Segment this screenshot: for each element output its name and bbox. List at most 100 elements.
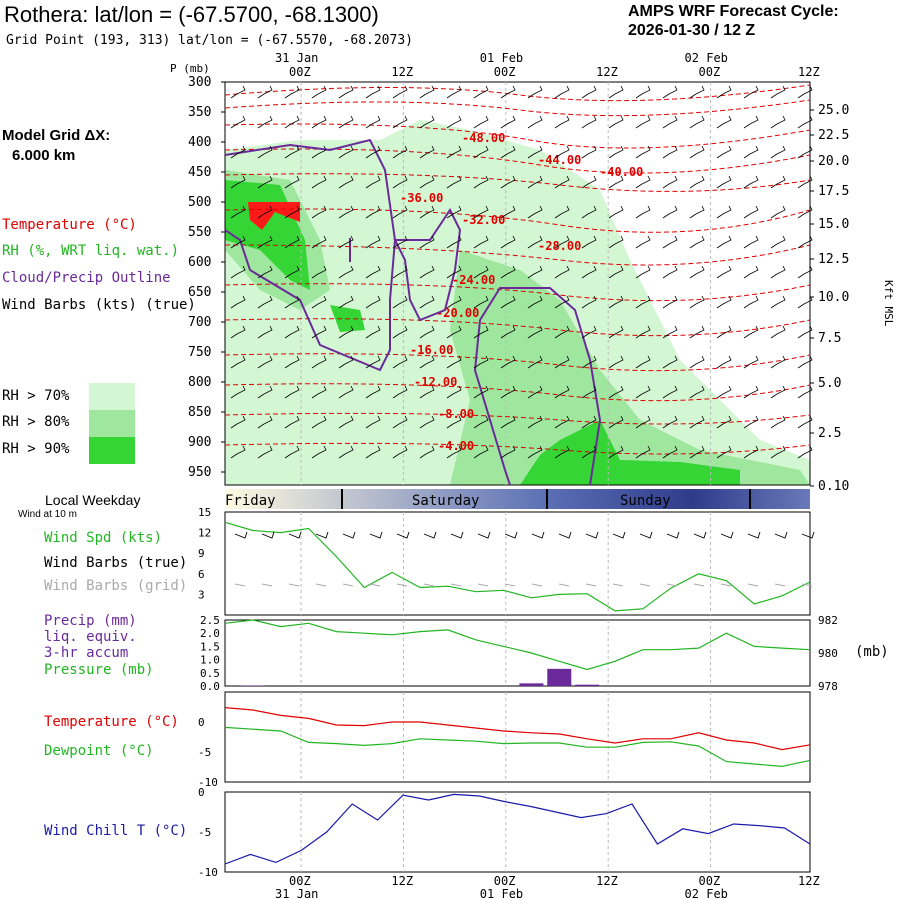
page-title: Rothera: lat/lon = (-67.5700, -68.1300) <box>4 2 379 27</box>
wind-barb <box>311 235 327 249</box>
wind-barb <box>608 145 624 159</box>
wind-barb <box>311 445 327 459</box>
grid-wind-barb <box>369 583 381 587</box>
wind-barb <box>230 205 246 219</box>
wind-barb <box>473 205 489 219</box>
local-weekday-label: Local Weekday <box>45 492 141 508</box>
pressure-tick-label: 550 <box>188 225 211 240</box>
wind-barb <box>446 355 462 369</box>
pressure-tick-label: 350 <box>188 105 211 120</box>
wind-barb <box>392 295 408 309</box>
rh-swatch-80 <box>89 410 135 437</box>
cross-section-frame <box>224 81 811 486</box>
grid-wind-barb <box>315 583 327 587</box>
label-wind-barbs-true: Wind Barbs (true) <box>44 555 188 571</box>
wind-barb <box>689 355 705 369</box>
wind-barb <box>392 445 408 459</box>
top-time-tick-label: 12Z <box>798 65 820 79</box>
height-tick-label: 7.5 <box>818 331 841 346</box>
pressure-tick-label: 700 <box>188 315 211 330</box>
temperature-contour <box>224 442 811 455</box>
pressure-unit-label: (mb) <box>855 644 889 660</box>
grid-wind-barb <box>747 583 759 587</box>
grid-wind-barb <box>774 583 786 587</box>
grid-wind-barb <box>666 583 678 587</box>
surface-wind-barb <box>504 531 518 539</box>
surface-wind-barb <box>558 531 572 539</box>
wind-barb <box>635 385 651 399</box>
surface-wind-barb <box>234 531 248 539</box>
wind-barb <box>743 415 759 429</box>
wind-barb <box>797 145 813 159</box>
pressure-axis-label: P (mb) <box>170 62 210 75</box>
wind-barb <box>257 175 273 189</box>
wind-barb <box>446 415 462 429</box>
wind-barb <box>284 175 300 189</box>
wind-barb <box>689 175 705 189</box>
wind-barb <box>797 205 813 219</box>
temperature-contour <box>224 148 811 174</box>
wind-barb <box>446 385 462 399</box>
wind-barb <box>635 205 651 219</box>
wind-barb <box>527 235 543 249</box>
pressure-tick-label: 600 <box>188 255 211 270</box>
wind-barb <box>500 145 516 159</box>
label-pressure: Pressure (mb) <box>44 662 154 678</box>
wind-barb <box>635 235 651 249</box>
wind-barb <box>392 145 408 159</box>
wind-barb <box>311 265 327 279</box>
wind-barb <box>338 205 354 219</box>
wind-barb <box>392 115 408 129</box>
wind-barb <box>689 295 705 309</box>
wind-barb <box>257 115 273 129</box>
wind-barb <box>230 355 246 369</box>
wind-barb <box>338 325 354 339</box>
wind-barb <box>446 145 462 159</box>
wind-barb <box>473 415 489 429</box>
wind-barb <box>635 295 651 309</box>
wind-barb <box>608 385 624 399</box>
surface-wind-barb <box>639 531 653 539</box>
wind-barb <box>527 355 543 369</box>
wind-barb <box>284 415 300 429</box>
wind-barb <box>446 85 462 99</box>
wind-barb <box>284 355 300 369</box>
wind-barb <box>689 85 705 99</box>
wind-barb <box>662 415 678 429</box>
wind-barb <box>716 355 732 369</box>
pressure-line <box>224 619 811 671</box>
rh-key-90: RH > 90% <box>2 441 70 457</box>
temperature-contour <box>224 244 811 266</box>
wind-barb <box>419 265 435 279</box>
wind-barb <box>338 235 354 249</box>
grid-wind-barb <box>558 583 570 587</box>
wind-barb <box>635 445 651 459</box>
wind-barb <box>689 235 705 249</box>
rh-key-80: RH > 80% <box>2 414 70 430</box>
wind-barb <box>716 145 732 159</box>
wind-barb <box>419 145 435 159</box>
wind-barb <box>365 295 381 309</box>
height-tick-label: 0.10 <box>818 479 849 494</box>
top-time-tick-label: 00Z <box>289 65 311 79</box>
pressure-tick-label: 900 <box>188 435 211 450</box>
grid-wind-barb <box>693 583 705 587</box>
wind-barb <box>365 115 381 129</box>
wind-barb <box>608 85 624 99</box>
wind-barb <box>770 445 786 459</box>
grid-wind-barb <box>720 583 732 587</box>
wind-barb <box>770 145 786 159</box>
wind-barb <box>689 265 705 279</box>
wind-barb <box>473 85 489 99</box>
dewpoint-line <box>224 726 811 768</box>
wind-barb <box>230 235 246 249</box>
wind-speed-tick-label: 3 <box>198 588 205 601</box>
forecast-cycle-value: 2026-01-30 / 12 Z <box>628 22 756 39</box>
wind-barb <box>500 115 516 129</box>
temperature-contour-label: -12.00 <box>414 375 457 389</box>
top-time-tick-label: 12Z <box>596 65 618 79</box>
precip-tick-label: 0.5 <box>200 667 220 680</box>
wind-barb <box>554 355 570 369</box>
wind-barb <box>527 175 543 189</box>
weekday-label: Friday <box>225 493 276 509</box>
